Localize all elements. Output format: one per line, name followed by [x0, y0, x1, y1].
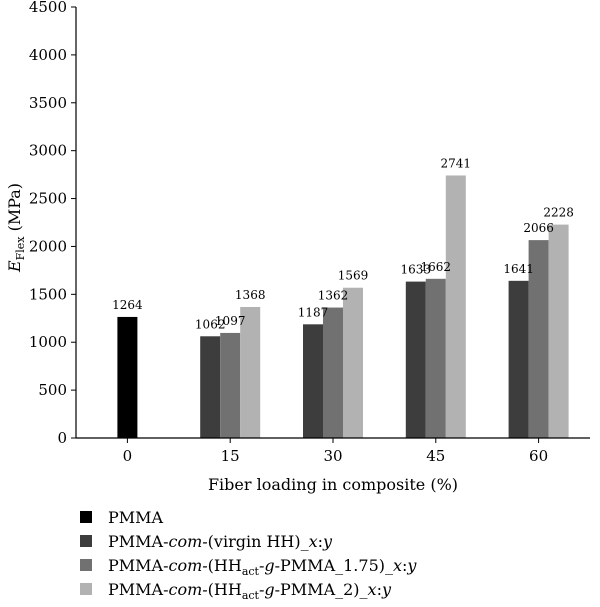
y-tick-label: 1000 — [29, 333, 67, 351]
x-axis-ticks: 0 15 30 45 60 — [123, 438, 548, 465]
y-tick-label: 4500 — [29, 0, 67, 16]
y-tick-label: 3500 — [29, 94, 67, 112]
legend-swatch — [80, 559, 92, 571]
x-axis-title: Fiber loading in composite (%) — [208, 475, 458, 494]
legend-label: PMMA-com-(virgin HH)_x:y — [108, 532, 333, 551]
y-tick-label: 0 — [57, 429, 67, 447]
data-label: 2228 — [543, 206, 574, 220]
legend-label: PMMA-com-(HHact-g-PMMA_2)_x:y — [108, 580, 392, 602]
y-tick-label: 4000 — [29, 46, 67, 64]
y-tick-label: 2500 — [29, 190, 67, 208]
x-tick-label: 0 — [123, 447, 133, 465]
bar — [303, 324, 323, 438]
bars — [117, 175, 569, 438]
data-label: 1662 — [421, 260, 452, 274]
y-tick-label: 3000 — [29, 142, 67, 160]
data-label: 1641 — [503, 262, 534, 276]
bar — [405, 281, 426, 438]
legend-swatch — [80, 535, 92, 547]
y-axis-title: EFlex (MPa) — [5, 183, 27, 273]
legend-swatch — [80, 511, 92, 523]
bar — [528, 240, 549, 438]
y-axis-title-subscript: Flex — [14, 236, 27, 261]
data-label: 1062 — [195, 317, 226, 331]
x-tick-label: 30 — [323, 447, 342, 465]
bar — [508, 280, 529, 438]
legend-label: PMMA — [108, 508, 164, 527]
y-axis-ticks: 0 500 1000 1500 2000 2500 3000 3500 4000 4500 — [29, 0, 76, 447]
x-tick-label: 60 — [529, 447, 548, 465]
x-tick-label: 15 — [221, 447, 240, 465]
data-label: 1187 — [298, 305, 329, 319]
data-label: 1633 — [401, 263, 432, 277]
data-label: 1097 — [215, 314, 246, 328]
data-label: 1264 — [112, 298, 143, 312]
legend-swatch — [80, 583, 92, 595]
bar — [323, 307, 343, 438]
legend: PMMA PMMA-com-(virgin HH)_x:y PMMA-com-(HH… — [80, 508, 417, 602]
bar — [425, 278, 446, 438]
data-label: 1569 — [338, 269, 369, 283]
y-tick-label: 500 — [38, 381, 67, 399]
bar — [343, 287, 363, 438]
bar — [200, 336, 221, 438]
y-tick-label: 1500 — [29, 285, 67, 303]
y-tick-label: 2000 — [29, 237, 67, 255]
data-label: 2066 — [523, 221, 554, 235]
bar — [220, 332, 241, 438]
data-label: 1362 — [318, 289, 349, 303]
bar — [445, 175, 466, 438]
y-axis-title-symbol: E — [5, 260, 24, 273]
data-label: 2741 — [441, 156, 472, 170]
bar — [548, 224, 569, 438]
x-tick-label: 45 — [426, 447, 445, 465]
data-label: 1368 — [235, 288, 266, 302]
y-axis-title-unit: (MPa) — [5, 183, 24, 237]
legend-label: PMMA-com-(HHact-g-PMMA_1.75)_x:y — [108, 556, 417, 578]
bar — [117, 316, 138, 438]
bar — [240, 306, 261, 438]
